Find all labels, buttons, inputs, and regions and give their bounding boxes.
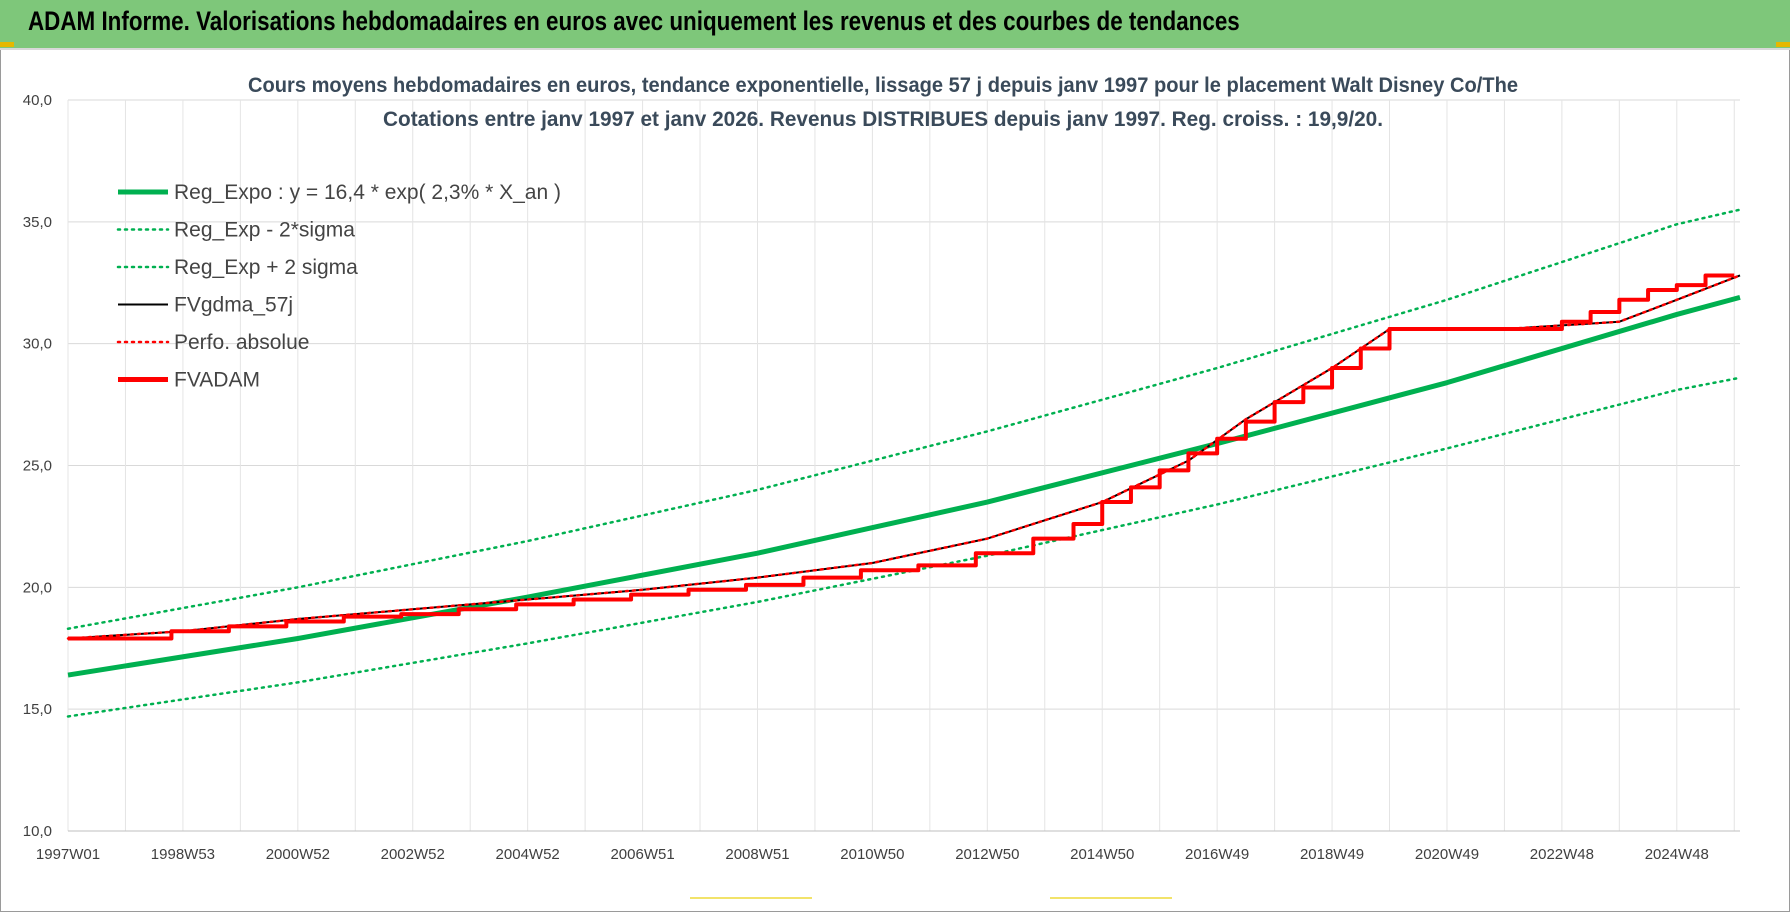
legend-label: FVADAM — [174, 369, 260, 392]
y-tick-label: 25,0 — [23, 458, 52, 475]
corner-marker — [1776, 42, 1790, 47]
x-axis-ticks: 1997W01 1998W53 2000W52 2002W52 2004W52 2006W… — [36, 846, 1709, 863]
x-tick-label: 2004W52 — [496, 846, 560, 863]
header-banner: ADAM Informe. Valorisations hebdomadaire… — [0, 0, 1790, 50]
y-tick-label: 40,0 — [23, 92, 52, 109]
y-tick-label: 35,0 — [23, 214, 52, 231]
x-tick-label: 1998W53 — [151, 846, 215, 863]
line-chart: 10,0 15,0 20,0 25,0 30,0 35,0 40,0 1997W01 1998… — [23, 74, 1742, 899]
x-tick-label: 2014W50 — [1070, 846, 1134, 863]
y-tick-label: 15,0 — [23, 701, 52, 718]
legend: Reg_Expo : y = 16,4 * exp( 2,3% * X_an )… — [116, 181, 561, 392]
y-axis-ticks: 10,0 15,0 20,0 25,0 30,0 35,0 40,0 — [23, 92, 52, 840]
data-series — [66, 208, 1742, 718]
legend-label: Reg_Expo : y = 16,4 * exp( 2,3% * X_an ) — [174, 181, 561, 204]
series-line-1 — [66, 376, 1742, 718]
chart-title-line1: Cours moyens hebdomadaires en euros, ten… — [248, 74, 1518, 97]
x-tick-label: 2012W50 — [955, 846, 1019, 863]
x-tick-label: 2008W51 — [725, 846, 789, 863]
series-line-4 — [66, 274, 1742, 640]
x-tick-label: 2020W49 — [1415, 846, 1479, 863]
series-line-0 — [67, 294, 1741, 678]
y-tick-label: 30,0 — [23, 336, 52, 353]
x-tick-label: 2018W49 — [1300, 846, 1364, 863]
series-line-2 — [66, 208, 1742, 631]
y-tick-label: 20,0 — [23, 579, 52, 596]
x-tick-label: 2024W48 — [1645, 846, 1709, 863]
banner-title: ADAM Informe. Valorisations hebdomadaire… — [28, 6, 1240, 36]
x-tick-label: 2016W49 — [1185, 846, 1249, 863]
x-tick-label: 2010W50 — [840, 846, 904, 863]
x-tick-label: 2006W51 — [610, 846, 674, 863]
gridlines — [67, 99, 1740, 832]
x-tick-label: 2022W48 — [1530, 846, 1594, 863]
x-tick-label: 2002W52 — [381, 846, 445, 863]
x-tick-label: 1997W01 — [36, 846, 100, 863]
legend-label: Reg_Exp + 2 sigma — [174, 256, 358, 279]
legend-label: Perfo. absolue — [174, 331, 309, 354]
x-tick-label: 2000W52 — [266, 846, 330, 863]
legend-label: FVgdma_57j — [174, 294, 293, 317]
chart-title-line2: Cotations entre janv 1997 et janv 2026. … — [383, 108, 1383, 131]
y-tick-label: 10,0 — [23, 823, 52, 840]
legend-label: Reg_Exp - 2*sigma — [174, 219, 355, 242]
corner-marker — [0, 42, 14, 47]
